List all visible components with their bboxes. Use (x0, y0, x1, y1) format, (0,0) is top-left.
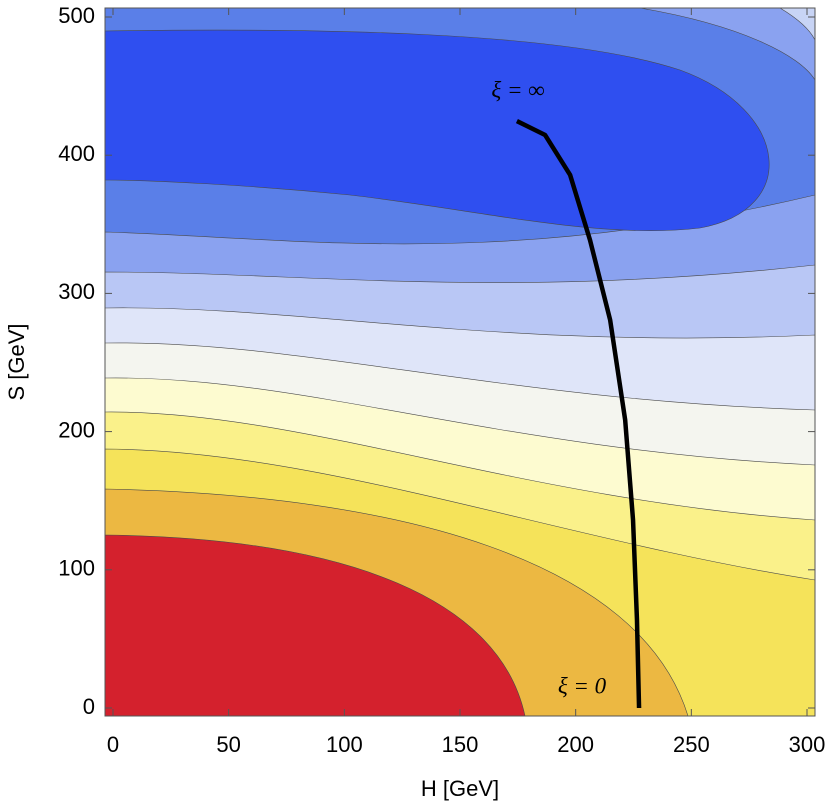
contour-band (639, 8, 815, 81)
x-axis-label: H [GeV] (421, 776, 499, 801)
data-line (515, 119, 642, 709)
x-tick-label: 50 (216, 732, 240, 757)
annotation: ξ = ∞ (491, 77, 544, 102)
x-tick-label: 100 (326, 732, 363, 757)
annotation: ξ = 0 (558, 673, 607, 698)
y-tick-label: 400 (58, 141, 95, 166)
contour-band (105, 534, 526, 716)
x-tick-label: 200 (557, 732, 594, 757)
x-tick-label: 300 (789, 732, 826, 757)
contour-band (105, 29, 770, 232)
y-axis-label: S [GeV] (4, 323, 29, 400)
x-tick-label: 150 (442, 732, 479, 757)
y-tick-label: 200 (58, 417, 95, 442)
y-tick-label: 0 (83, 694, 95, 719)
y-tick-label: 500 (58, 3, 95, 28)
x-tick-label: 250 (673, 732, 710, 757)
x-tick-label: 0 (107, 732, 119, 757)
y-tick-label: 300 (58, 279, 95, 304)
contour-field (105, 8, 815, 716)
y-tick-label: 100 (58, 556, 95, 581)
contour-band (779, 8, 815, 41)
